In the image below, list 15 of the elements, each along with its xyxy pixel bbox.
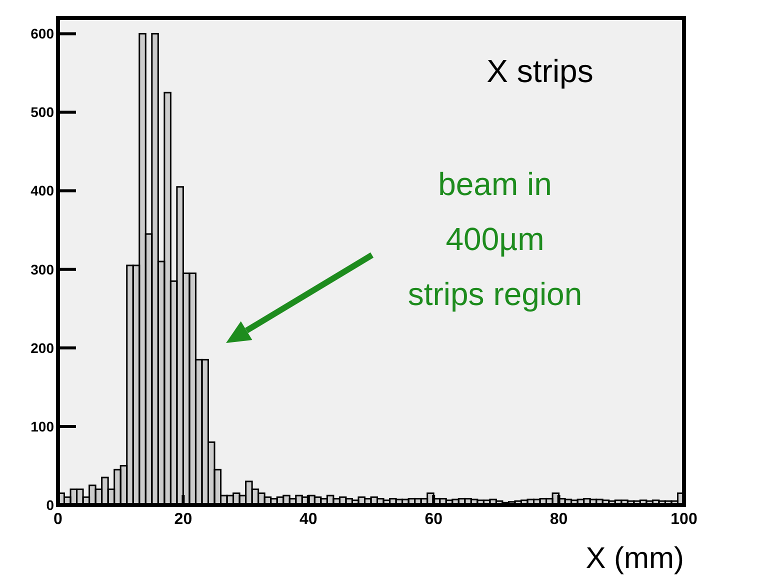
x-axis-title: X (mm) (586, 542, 684, 575)
y-tick-label: 300 (30, 261, 54, 278)
y-tick-label: 600 (30, 26, 54, 42)
annotation: beam in 400µm strips region (408, 166, 582, 312)
x-tick-label: 60 (424, 511, 443, 528)
x-tick-label: 20 (174, 511, 192, 528)
y-tick-label: 400 (30, 182, 54, 199)
y-tick-label: 0 (46, 496, 54, 513)
x-tick-label: 100 (670, 511, 698, 528)
x-tick-label: 40 (300, 511, 318, 528)
annotation: X strips (486, 53, 594, 89)
x-tick-label: 80 (550, 511, 568, 528)
y-tick-label: 100 (30, 418, 54, 434)
y-tick-label: 200 (30, 340, 54, 356)
y-tick-label: 500 (30, 104, 54, 120)
